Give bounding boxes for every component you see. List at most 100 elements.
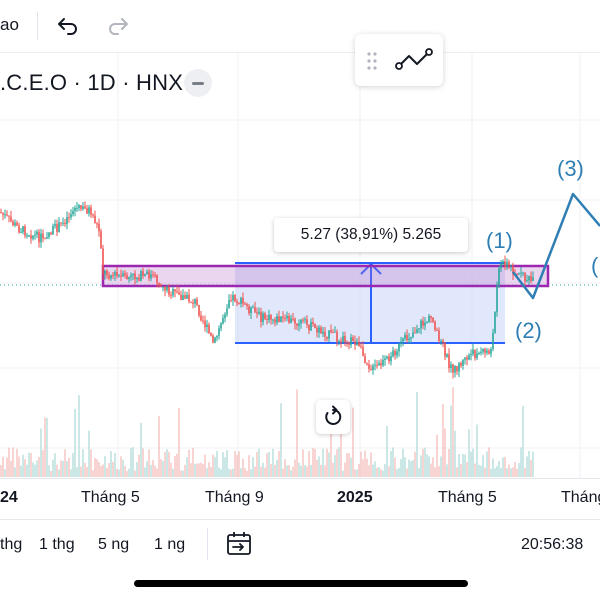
candle-body (102, 248, 104, 275)
volume-bar (396, 469, 398, 477)
volume-bar (418, 468, 420, 477)
volume-bar (262, 462, 264, 477)
candle-body (310, 322, 312, 331)
price-chart[interactable] (0, 53, 600, 508)
volume-bar (4, 469, 6, 477)
candle-body (392, 350, 394, 357)
candle-body (396, 351, 398, 356)
volume-bar (134, 470, 136, 477)
volume-bar (104, 456, 106, 477)
time-axis[interactable] (0, 478, 600, 519)
undo-icon[interactable] (54, 13, 80, 39)
volume-bar (238, 451, 240, 477)
volume-bar (242, 458, 244, 477)
volume-bar (206, 468, 208, 477)
volume-bar (270, 463, 272, 477)
volume-bar (168, 452, 170, 477)
drag-handle-icon[interactable] (366, 51, 378, 71)
volume-bar (384, 464, 386, 477)
volume-bar (410, 461, 412, 477)
candle-body (456, 365, 458, 372)
volume-bar (44, 417, 46, 477)
candle-body (188, 294, 190, 302)
range-button-1-month[interactable]: 1 thg (39, 536, 75, 553)
candle-body (302, 319, 304, 321)
volume-bar (38, 456, 40, 477)
hide-legend-button[interactable] (184, 69, 212, 97)
range-button-5-days[interactable]: 5 ng (98, 536, 130, 553)
candle-body (288, 316, 290, 323)
volume-bar (464, 454, 466, 477)
volume-bar (494, 468, 496, 477)
candle-body (322, 331, 324, 334)
candle-body (128, 276, 130, 280)
candle-body (430, 315, 432, 318)
candle-body (150, 274, 152, 279)
volume-bar (398, 467, 400, 477)
candle-body (168, 286, 170, 295)
volume-bar (126, 470, 128, 477)
volume-bar (414, 451, 416, 477)
candle-body (438, 330, 440, 342)
range-button-1-day[interactable]: 1 ng (154, 536, 186, 553)
volume-bar (152, 459, 154, 477)
reset-chart-button[interactable] (316, 400, 350, 434)
candle-body (266, 319, 268, 321)
volume-bar (156, 468, 158, 477)
volume-bar (218, 467, 220, 477)
candle-body (372, 365, 374, 370)
candle-body (336, 331, 338, 342)
volume-bar (468, 429, 470, 477)
toolbar-partial-label[interactable]: ao (0, 15, 19, 34)
volume-bar (272, 448, 274, 477)
volume-bar (340, 402, 342, 477)
elliott-wave-line (512, 192, 600, 300)
volume-bar (328, 452, 330, 477)
volume-bar (306, 466, 308, 477)
volume-bar (500, 467, 502, 477)
symbol-legend[interactable]: .C.E.O · 1D · HNX (0, 70, 184, 95)
trend-line-tool-icon[interactable] (395, 46, 433, 74)
candle-body (304, 319, 306, 321)
candle-body (274, 319, 276, 323)
redo-icon[interactable] (106, 13, 132, 39)
candle-body (6, 214, 8, 216)
candle-body (342, 336, 344, 343)
top-toolbar: ao (0, 0, 600, 53)
volume-bar (278, 451, 280, 477)
volume-bar (148, 449, 150, 477)
candle-body (176, 291, 178, 293)
candle-body (510, 265, 512, 267)
volume-bar (330, 410, 332, 477)
candle-body (316, 327, 318, 333)
measure-label: 5.27 (38,91%) 5.265 (274, 218, 468, 252)
candle-body (350, 337, 352, 345)
volume-bar (58, 469, 60, 477)
candle-body (246, 304, 248, 307)
volume-bar (266, 453, 268, 477)
volume-bar (106, 467, 108, 477)
candle-body (506, 261, 508, 267)
volume-bar (260, 466, 262, 477)
candle-body (306, 319, 308, 325)
volume-bar (144, 467, 146, 477)
volume-bar (314, 448, 316, 477)
wave-label-1: (1) (486, 228, 513, 253)
volume-bar (482, 455, 484, 477)
volume-bar (268, 451, 270, 477)
volume-bar (24, 459, 26, 477)
volume-bar (88, 430, 90, 477)
candle-body (268, 315, 270, 320)
volume-bar (336, 449, 338, 477)
calendar-goto-icon[interactable] (224, 530, 254, 558)
volume-bar (166, 449, 168, 477)
candle-body (402, 338, 404, 342)
volume-bar (244, 468, 246, 477)
volume-bar (508, 464, 510, 477)
wave-label-3: (3) (557, 156, 584, 181)
candle-body (116, 272, 118, 276)
range-button-partial[interactable]: thg (0, 536, 23, 553)
candle-body (212, 335, 214, 343)
volume-bar (160, 459, 162, 477)
candle-body (200, 315, 202, 321)
